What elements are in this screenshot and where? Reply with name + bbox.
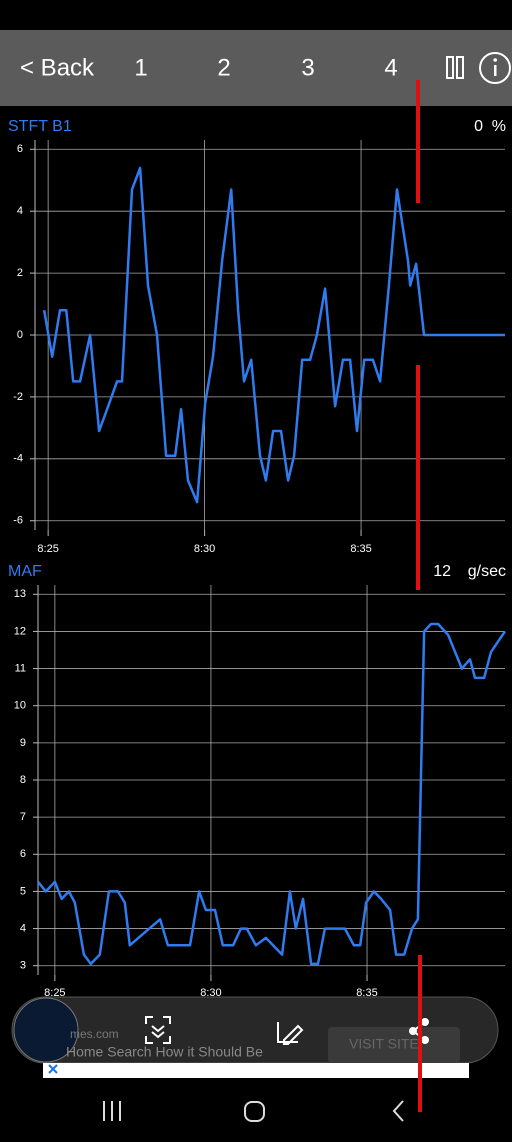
- edit-icon[interactable]: [277, 1022, 304, 1045]
- y-tick-label: -4: [13, 453, 23, 465]
- x-tick-label: 8:35: [356, 987, 377, 999]
- unit: %: [492, 118, 506, 135]
- y-tick-label: 9: [20, 737, 26, 749]
- info-button[interactable]: [479, 52, 511, 84]
- current-value: 12: [433, 563, 451, 580]
- data-line: [42, 166, 505, 504]
- thumbnail[interactable]: [13, 997, 79, 1063]
- y-tick-label: 8: [20, 774, 26, 786]
- y-tick-label: 5: [20, 885, 26, 897]
- ad-button[interactable]: VISIT SITE: [349, 1036, 419, 1052]
- tab[interactable]: 1: [134, 54, 147, 81]
- x-tick-label: 8:25: [37, 543, 58, 555]
- y-tick-label: 11: [15, 662, 26, 674]
- x-tick-label: 8:25: [44, 987, 65, 999]
- recent-apps[interactable]: [103, 1101, 121, 1121]
- y-tick-label: -6: [13, 515, 23, 527]
- toolbar: [0, 30, 512, 106]
- x-tick-label: 8:30: [194, 543, 215, 555]
- chart-title: MAF: [8, 563, 42, 580]
- nav-back[interactable]: [392, 1100, 404, 1122]
- data-line: [37, 622, 507, 966]
- scroll-capture-icon[interactable]: [145, 1016, 171, 1044]
- current-value: 0: [474, 118, 483, 135]
- ad-banner: [43, 1063, 469, 1078]
- nav-bar: [103, 1100, 404, 1122]
- tab[interactable]: 3: [301, 54, 314, 81]
- pause-button[interactable]: [446, 56, 464, 79]
- y-tick-label: 6: [17, 143, 23, 155]
- y-tick-label: 4: [17, 205, 23, 217]
- unit: g/sec: [468, 563, 506, 580]
- back-button[interactable]: < Back: [20, 54, 95, 81]
- chart-title: STFT B1: [8, 118, 72, 135]
- y-tick-label: -2: [13, 391, 23, 403]
- y-tick-label: 4: [20, 922, 26, 934]
- y-tick-label: 10: [14, 700, 26, 712]
- y-tick-label: 2: [17, 267, 23, 279]
- tab[interactable]: 2: [217, 54, 230, 81]
- x-tick-label: 8:30: [200, 987, 221, 999]
- home[interactable]: [244, 1101, 265, 1122]
- ad-headline: Home Search How it Should Be: [66, 1044, 263, 1060]
- y-tick-label: 13: [14, 588, 26, 600]
- y-tick-label: 3: [20, 960, 26, 972]
- y-tick-label: 12: [14, 625, 26, 637]
- x-tick-label: 8:35: [350, 543, 371, 555]
- charts: STFT B1 0 % -6 -4 -2 0 2 4 6 8:25 8:30 8:35 MAF 12 g/se…: [8, 118, 507, 999]
- y-tick-label: 6: [20, 848, 26, 860]
- y-tick-label: 7: [20, 811, 26, 823]
- tab[interactable]: 4: [384, 54, 397, 81]
- ad-site: mes.com: [70, 1027, 119, 1041]
- annotations: [416, 80, 422, 1112]
- y-tick-label: 0: [17, 329, 23, 341]
- overlay-toolbar: mes.com Home Search How it Should Be VIS…: [11, 996, 499, 1078]
- ad-close[interactable]: [48, 1064, 58, 1074]
- ad-button-bg: [328, 1027, 460, 1063]
